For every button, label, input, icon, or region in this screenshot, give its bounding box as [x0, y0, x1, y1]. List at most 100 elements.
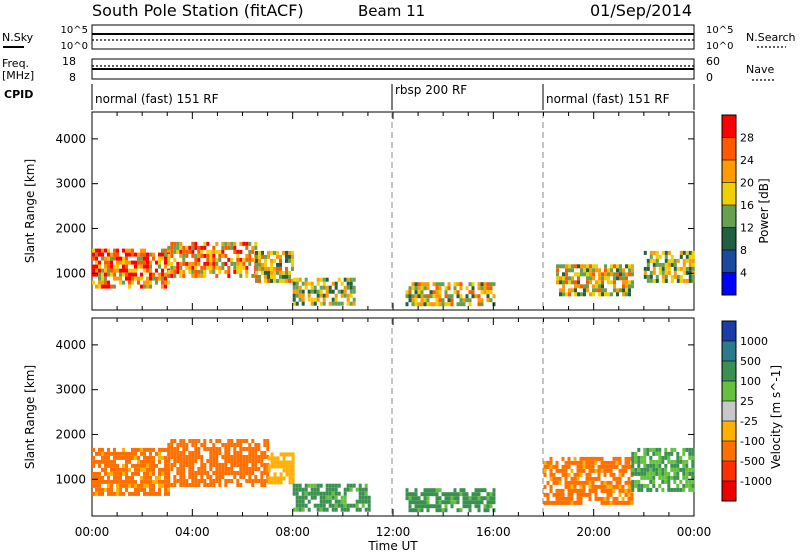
data-cell: [270, 476, 274, 481]
data-cell: [179, 471, 183, 475]
data-cell: [438, 298, 442, 303]
data-cell: [188, 265, 192, 270]
data-cell: [194, 459, 198, 463]
data-cell: [643, 447, 647, 452]
data-cell: [242, 439, 246, 443]
data-cell: [107, 463, 110, 468]
data-cell: [261, 266, 264, 271]
data-cell: [107, 272, 110, 277]
data-cell: [152, 455, 155, 460]
data-cell: [603, 488, 607, 493]
data-cell: [664, 455, 668, 460]
data-cell: [98, 491, 101, 496]
data-cell: [191, 463, 195, 467]
data-cell: [444, 504, 448, 509]
data-cell: [197, 261, 201, 266]
data-cell: [414, 294, 418, 299]
data-cell: [441, 492, 445, 497]
data-cell: [561, 496, 565, 501]
data-cell: [565, 268, 568, 273]
data-cell: [637, 471, 641, 476]
data-cell: [480, 500, 484, 505]
colorbar-tick-label: 16: [740, 199, 754, 212]
data-cell: [444, 290, 448, 295]
data-cell: [558, 480, 562, 485]
data-cell: [603, 464, 607, 469]
data-cell: [173, 257, 177, 262]
data-cell: [492, 294, 496, 299]
data-cell: [113, 268, 116, 273]
data-cell: [352, 503, 356, 508]
data-cell: [649, 254, 653, 259]
data-cell: [676, 451, 680, 456]
data-cell: [224, 455, 228, 459]
data-cell: [343, 507, 347, 512]
data-cell: [292, 487, 296, 492]
data-cell: [137, 459, 140, 464]
data-cell: [224, 459, 228, 463]
data-cell: [426, 302, 430, 307]
data-cell: [239, 459, 243, 463]
data-cell: [325, 507, 329, 512]
data-cell: [340, 293, 344, 298]
data-cell: [618, 484, 622, 489]
data-cell: [304, 281, 308, 286]
data-cell: [676, 471, 680, 476]
data-cell: [257, 443, 261, 447]
data-cell: [316, 297, 320, 302]
data-cell: [191, 265, 195, 270]
data-cell: [260, 463, 264, 467]
data-cell: [492, 508, 496, 513]
data-cell: [420, 500, 424, 505]
data-cell: [426, 504, 430, 509]
data-cell: [586, 288, 589, 293]
data-cell: [609, 484, 613, 489]
data-cell: [558, 492, 562, 497]
data-cell: [349, 487, 353, 492]
data-cell: [248, 467, 252, 471]
data-cell: [276, 254, 279, 259]
data-cell: [206, 253, 210, 258]
data-cell: [267, 476, 271, 481]
data-cell: [304, 277, 308, 282]
data-cell: [239, 483, 243, 487]
data-cell: [447, 302, 451, 307]
data-cell: [128, 467, 131, 472]
data-cell: [233, 475, 237, 479]
data-cell: [149, 491, 152, 496]
data-cell: [122, 471, 125, 476]
data-cell: [291, 468, 295, 473]
data-cell: [215, 257, 219, 262]
data-cell: [239, 471, 243, 475]
data-cell: [618, 492, 622, 497]
data-cell: [567, 456, 571, 461]
data-cell: [588, 476, 592, 481]
y-tick-label: 1000: [55, 266, 86, 280]
data-cell: [549, 488, 553, 493]
data-cell: [257, 447, 261, 451]
data-cell: [676, 463, 680, 468]
data-cell: [462, 500, 466, 505]
data-cell: [606, 480, 610, 485]
data-cell: [221, 467, 225, 471]
data-cell: [152, 459, 155, 464]
data-cell: [435, 504, 439, 509]
data-cell: [188, 475, 192, 479]
data-cell: [182, 455, 186, 459]
data-cell: [543, 472, 547, 477]
data-cell: [583, 272, 586, 277]
data-cell: [688, 254, 692, 259]
data-cell: [489, 298, 493, 303]
data-cell: [110, 256, 113, 261]
data-cell: [218, 257, 222, 262]
data-cell: [477, 492, 481, 497]
data-cell: [609, 472, 613, 477]
data-cell: [438, 508, 442, 513]
data-cell: [627, 500, 631, 505]
data-cell: [221, 475, 225, 479]
data-cell: [101, 455, 104, 460]
data-cell: [564, 468, 568, 473]
data-cell: [618, 476, 622, 481]
data-cell: [586, 268, 589, 273]
data-cell: [134, 463, 137, 468]
